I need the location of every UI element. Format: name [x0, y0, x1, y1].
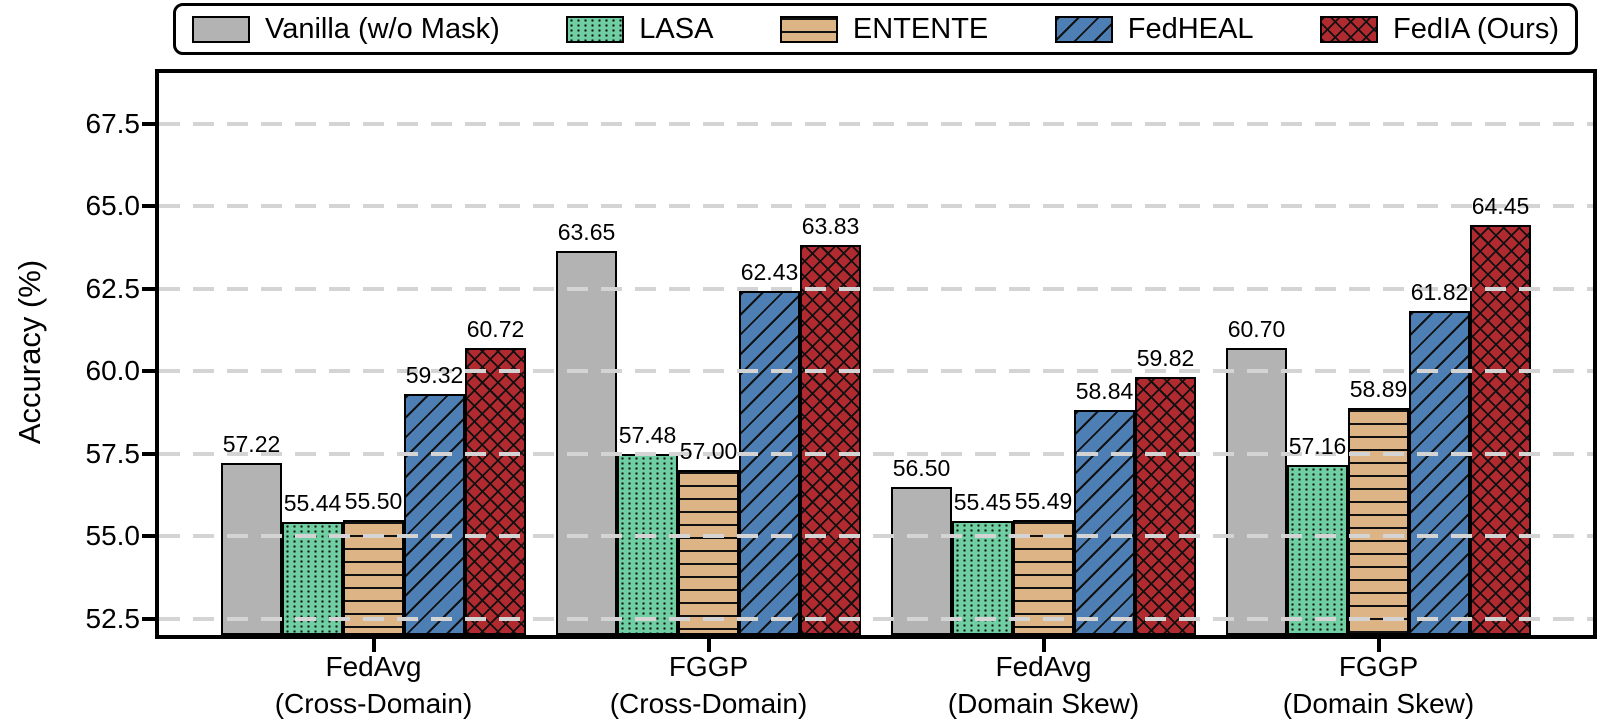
- bar: [404, 393, 465, 635]
- bar: [739, 291, 800, 635]
- y-tick-label: 65.0: [85, 190, 141, 222]
- gridline: [159, 122, 1593, 127]
- legend-swatch-icon: [1054, 15, 1113, 43]
- bar: [282, 521, 343, 635]
- bar-value-label: 58.89: [1349, 375, 1408, 402]
- legend-label: Vanilla (w/o Mask): [265, 12, 500, 45]
- bar-value-label: 57.22: [222, 430, 281, 457]
- bar: [891, 486, 952, 635]
- legend-item: LASA: [566, 12, 714, 45]
- bar-value-label: 63.65: [557, 219, 616, 245]
- bar-value-label: 62.43: [740, 259, 799, 286]
- y-axis-tick: [142, 286, 155, 291]
- bar: [1074, 409, 1135, 635]
- legend-label: ENTENTE: [852, 12, 989, 45]
- bar-value-label: 59.82: [1136, 345, 1195, 372]
- bar: [617, 454, 678, 635]
- bar: [1470, 224, 1531, 635]
- x-tick-label-line2: (Cross-Domain): [274, 688, 473, 719]
- x-tick-label-line2: (Cross-Domain): [609, 688, 808, 719]
- x-tick-label-line1: FGGP: [1338, 651, 1419, 682]
- bar-value-label: 60.70: [1227, 316, 1286, 343]
- y-axis-tick: [142, 122, 155, 127]
- x-axis-tick: [706, 639, 711, 652]
- bar-value-label: 55.44: [283, 489, 342, 516]
- legend-swatch-icon: [566, 15, 625, 43]
- y-tick-label: 62.5: [85, 272, 141, 304]
- bar-value-label: 63.83: [801, 213, 860, 240]
- bar-value-label: 58.84: [1075, 377, 1134, 404]
- legend-swatch-icon: [1320, 15, 1378, 43]
- legend-item: FedIA (Ours): [1320, 12, 1559, 45]
- bar: [1135, 377, 1196, 635]
- bar: [465, 347, 526, 635]
- bar-value-label: 64.45: [1471, 192, 1530, 219]
- x-tick-label: FedAvg (Domain Skew): [948, 648, 1139, 722]
- gridline: [159, 286, 1593, 291]
- x-tick-label-line2: (Domain Skew): [947, 688, 1140, 719]
- bar: [1013, 519, 1074, 635]
- x-tick-label-line1: FGGP: [668, 651, 749, 682]
- bar-value-label: 59.32: [405, 361, 464, 388]
- bar-value-label: 61.82: [1410, 279, 1469, 306]
- y-tick-label: 52.5: [85, 602, 141, 634]
- legend-label: FedIA (Ours): [1393, 12, 1559, 45]
- bar: [221, 462, 282, 635]
- legend: Vanilla (w/o Mask) LASA ENTENTE FedHEAL FedI…: [173, 3, 1578, 55]
- x-tick-label-line1: FedAvg: [995, 651, 1092, 682]
- x-axis-tick: [1041, 639, 1046, 652]
- bar: [343, 519, 404, 635]
- x-axis-tick: [1376, 639, 1381, 652]
- legend-item: FedHEAL: [1054, 12, 1254, 45]
- bar-value-label: 60.72: [466, 315, 525, 342]
- x-tick-label: FedAvg (Cross-Domain): [275, 648, 473, 722]
- bar-value-label: 56.50: [892, 454, 951, 481]
- bar-value-label: 55.49: [1014, 487, 1073, 514]
- bar: [556, 251, 617, 635]
- x-tick-label-line1: FedAvg: [325, 651, 422, 682]
- y-axis-tick: [142, 204, 155, 209]
- bar-value-label: 57.00: [679, 438, 738, 465]
- bar-value-label: 57.48: [618, 422, 677, 449]
- bar-value-label: 57.16: [1288, 432, 1347, 459]
- legend-label: FedHEAL: [1127, 12, 1254, 45]
- x-tick-label-line2: (Domain Skew): [1282, 688, 1475, 719]
- bar: [800, 245, 861, 635]
- plot-area: 57.22 55.44 55.50 59.32 60.72 63.65 57.48 57.00…: [142, 69, 1597, 652]
- bar-value-label: 55.50: [344, 487, 403, 514]
- bar: [1287, 464, 1348, 635]
- x-tick-label: FGGP (Domain Skew): [1283, 648, 1474, 722]
- y-tick-label: 57.5: [85, 437, 141, 469]
- bar: [1348, 407, 1409, 635]
- y-tick-label: 60.0: [85, 355, 141, 387]
- legend-swatch-icon: [192, 15, 250, 43]
- gridline: [159, 369, 1593, 374]
- legend-label: LASA: [639, 12, 714, 45]
- y-axis-tick: [142, 369, 155, 374]
- bar: [952, 521, 1013, 635]
- legend-item: ENTENTE: [779, 12, 989, 45]
- x-axis-tick: [371, 639, 376, 652]
- y-axis-tick: [142, 451, 155, 456]
- gridline: [159, 204, 1593, 209]
- bar: [678, 470, 739, 635]
- y-tick-label: 55.0: [85, 520, 141, 552]
- y-tick-label: 67.5: [85, 108, 141, 140]
- bar: [1409, 311, 1470, 635]
- bar-value-label: 55.45: [953, 489, 1012, 516]
- legend-item: Vanilla (w/o Mask): [192, 12, 500, 45]
- legend-swatch-icon: [779, 15, 838, 43]
- bar: [1226, 348, 1287, 635]
- y-axis-tick: [142, 534, 155, 539]
- y-axis-tick: [142, 616, 155, 621]
- x-tick-label: FGGP (Cross-Domain): [610, 648, 808, 722]
